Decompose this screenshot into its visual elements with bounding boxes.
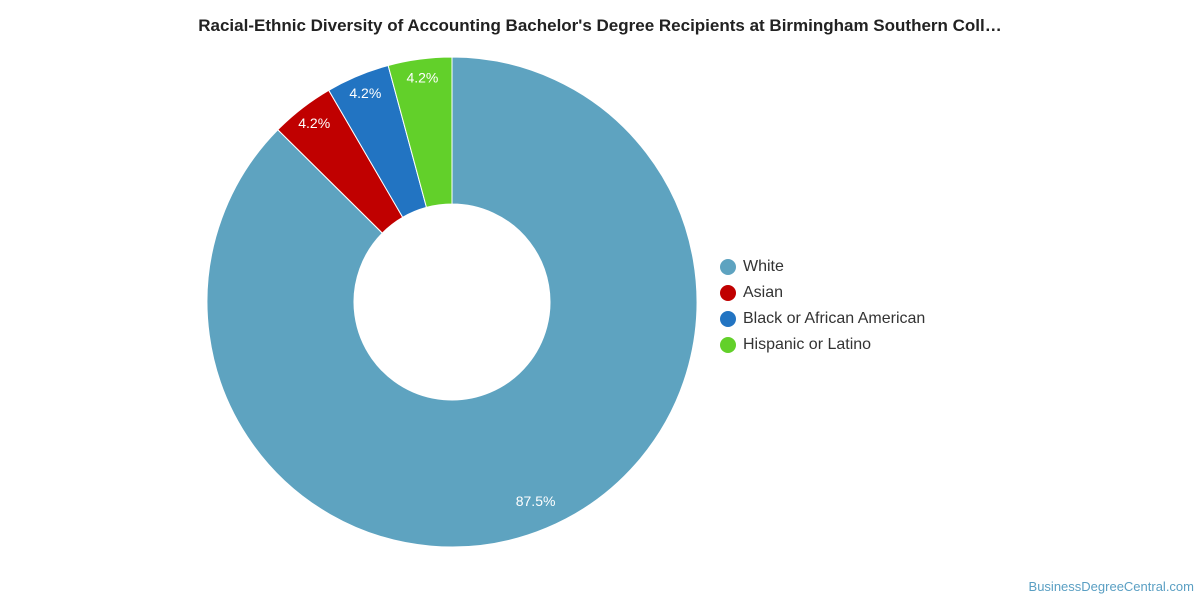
legend-label-white: White — [743, 258, 784, 275]
legend-item-hispanic-or-latino[interactable]: Hispanic or Latino — [720, 332, 925, 358]
legend-swatch-white — [720, 259, 736, 275]
legend-swatch-black-or-african-american — [720, 311, 736, 327]
source-watermark[interactable]: BusinessDegreeCentral.com — [1028, 579, 1194, 594]
legend-label-black-or-african-american: Black or African American — [743, 310, 926, 327]
chart-title: Racial-Ethnic Diversity of Accounting Ba… — [198, 16, 1002, 35]
slice-label-white: 87.5% — [516, 493, 556, 509]
legend-swatch-hispanic-or-latino — [720, 337, 736, 353]
legend-label-asian: Asian — [743, 284, 784, 301]
slice-label-hispanic-or-latino: 4.2% — [406, 70, 438, 86]
legend-item-black-or-african-american[interactable]: Black or African American — [720, 306, 925, 332]
legend-label-hispanic-or-latino: Hispanic or Latino — [743, 336, 872, 353]
slice-white[interactable] — [206, 56, 698, 548]
slice-hispanic-or-latino[interactable] — [387, 56, 453, 208]
slice-label-asian: 4.2% — [298, 115, 330, 131]
legend: White Asian Black or African American Hi… — [720, 254, 925, 358]
legend-swatch-asian — [720, 285, 736, 301]
legend-item-white[interactable]: White — [720, 254, 925, 280]
slice-label-black-or-african-american: 4.2% — [349, 85, 381, 101]
legend-item-asian[interactable]: Asian — [720, 280, 925, 306]
